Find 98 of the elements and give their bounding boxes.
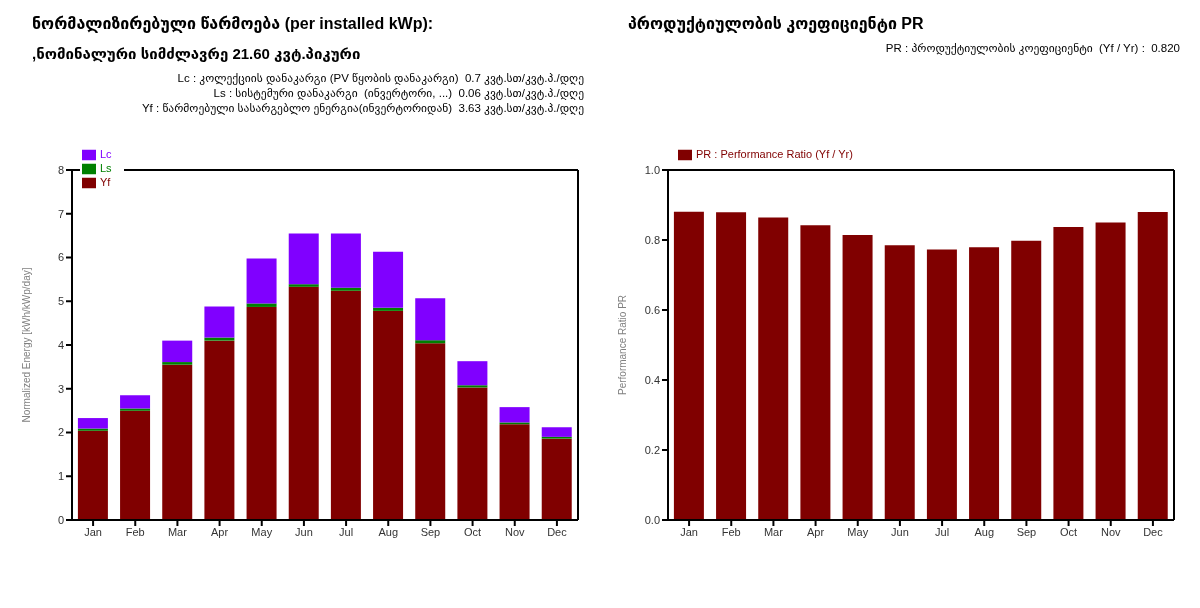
y-tick-label: 1 xyxy=(57,470,64,483)
bar xyxy=(288,286,319,520)
bar xyxy=(120,408,151,411)
x-tick-label: Aug xyxy=(378,525,399,538)
x-tick-label: Jan xyxy=(680,525,698,538)
bar xyxy=(457,361,488,386)
bar xyxy=(288,233,319,285)
bar xyxy=(330,287,361,291)
bar xyxy=(415,298,446,341)
x-tick-label: Feb xyxy=(125,525,145,538)
bar xyxy=(1137,212,1168,520)
bar xyxy=(457,387,488,520)
bar xyxy=(1095,222,1126,520)
y-tick-label: 0.4 xyxy=(644,373,660,386)
bar xyxy=(288,284,319,287)
bar xyxy=(499,407,530,423)
bar xyxy=(120,410,151,520)
bar xyxy=(204,306,235,338)
bar xyxy=(758,217,789,520)
bar xyxy=(162,364,193,520)
legend-label: PR : Performance Ratio (Yf / Yr) xyxy=(696,148,853,160)
bar xyxy=(77,418,108,429)
bar xyxy=(541,427,572,437)
y-tick-label: 3 xyxy=(57,382,64,395)
x-tick-label: Dec xyxy=(1143,525,1164,538)
legend-label: Ls xyxy=(100,162,112,175)
x-tick-label: Jan xyxy=(84,525,102,538)
x-tick-label: Oct xyxy=(1060,525,1078,538)
chart-subtitle: ,ნომინალური სიმძლავრე 21.60 კვტ.პიკური xyxy=(32,45,362,63)
y-tick-label: 8 xyxy=(57,163,64,176)
bar xyxy=(373,251,404,308)
bar xyxy=(1011,240,1042,520)
y-tick-label: 0.8 xyxy=(644,233,660,246)
bar xyxy=(120,395,151,409)
bar xyxy=(1053,227,1084,520)
bar xyxy=(415,343,446,520)
y-tick-label: 6 xyxy=(57,251,64,264)
bar xyxy=(246,258,277,304)
x-tick-label: Dec xyxy=(547,525,568,538)
x-tick-label: Nov xyxy=(504,525,526,538)
bar xyxy=(204,340,235,520)
bar xyxy=(330,290,361,520)
bar xyxy=(884,245,915,520)
bar xyxy=(162,340,193,363)
bar xyxy=(77,428,108,431)
bar xyxy=(673,211,704,520)
y-axis-title: Normalized Energy [kWh/kWp/day] xyxy=(20,267,32,423)
chart-title: პროდუქტიულობის კოეფიციენტი PR xyxy=(628,14,925,33)
bar xyxy=(415,340,446,344)
text: PR : პროდუქტიულობის კოეფიციენტი (Yf / Yr) : 0.820 xyxy=(884,41,1180,56)
bar xyxy=(457,385,488,388)
x-tick-label: Jun xyxy=(891,525,909,538)
x-tick-label: Apr xyxy=(807,525,825,538)
y-tick-label: 2 xyxy=(57,426,64,439)
bar xyxy=(716,212,747,520)
text: Yf : წარმოებული სასარგებლო ენერგია(ინვერტორიდან) 3.63 კვტ.სთ/კვტ.პ./დღე xyxy=(140,101,584,116)
bar xyxy=(162,362,193,365)
y-tick-label: 0.6 xyxy=(644,303,660,316)
y-tick-label: 0 xyxy=(57,513,64,526)
x-tick-label: May xyxy=(251,525,273,538)
x-tick-label: Sep xyxy=(1016,525,1037,538)
legend-label: Lc xyxy=(100,148,112,160)
bar xyxy=(204,337,235,341)
x-tick-label: May xyxy=(847,525,869,538)
x-tick-label: Feb xyxy=(721,525,741,538)
bar xyxy=(330,233,361,288)
y-tick-label: 5 xyxy=(57,295,64,308)
bar xyxy=(842,235,873,520)
y-tick-label: 0.0 xyxy=(644,513,660,526)
legend-label: Yf xyxy=(100,176,111,189)
bar xyxy=(373,307,404,311)
x-tick-label: Aug xyxy=(974,525,995,538)
bar xyxy=(800,225,831,520)
y-tick-label: 7 xyxy=(57,207,64,220)
text: Lc : კოლექციის დანაკარგი (PV წყობის დანაკარგი) 0.7 კვტ.სთ/კვტ.პ./დღე xyxy=(176,71,584,86)
bar xyxy=(541,438,572,520)
bar xyxy=(499,424,530,520)
text: Ls : სისტემური დანაკარგი (ინვერტორი, ...) 0.06 კვტ.სთ/კვტ.პ./დღე xyxy=(212,86,584,101)
x-tick-label: Jul xyxy=(935,525,950,538)
x-tick-label: Apr xyxy=(211,525,229,538)
bar xyxy=(77,430,108,520)
y-axis-title: Performance Ratio PR xyxy=(616,294,628,396)
y-tick-label: 1.0 xyxy=(644,163,660,176)
x-tick-label: Sep xyxy=(420,525,441,538)
x-tick-label: Mar xyxy=(167,525,188,538)
bar xyxy=(246,306,277,520)
x-tick-label: Mar xyxy=(763,525,784,538)
x-tick-label: Oct xyxy=(464,525,482,538)
chart-title: ნორმალიზირებული წარმოება (per installed kWp): xyxy=(32,14,435,33)
bar xyxy=(969,247,1000,520)
bar xyxy=(926,249,957,520)
x-tick-label: Jun xyxy=(295,525,313,538)
bar xyxy=(373,310,404,520)
bar xyxy=(246,303,277,307)
x-tick-label: Jul xyxy=(339,525,354,538)
y-tick-label: 4 xyxy=(57,338,64,351)
y-tick-label: 0.2 xyxy=(644,443,660,456)
x-tick-label: Nov xyxy=(1100,525,1122,538)
